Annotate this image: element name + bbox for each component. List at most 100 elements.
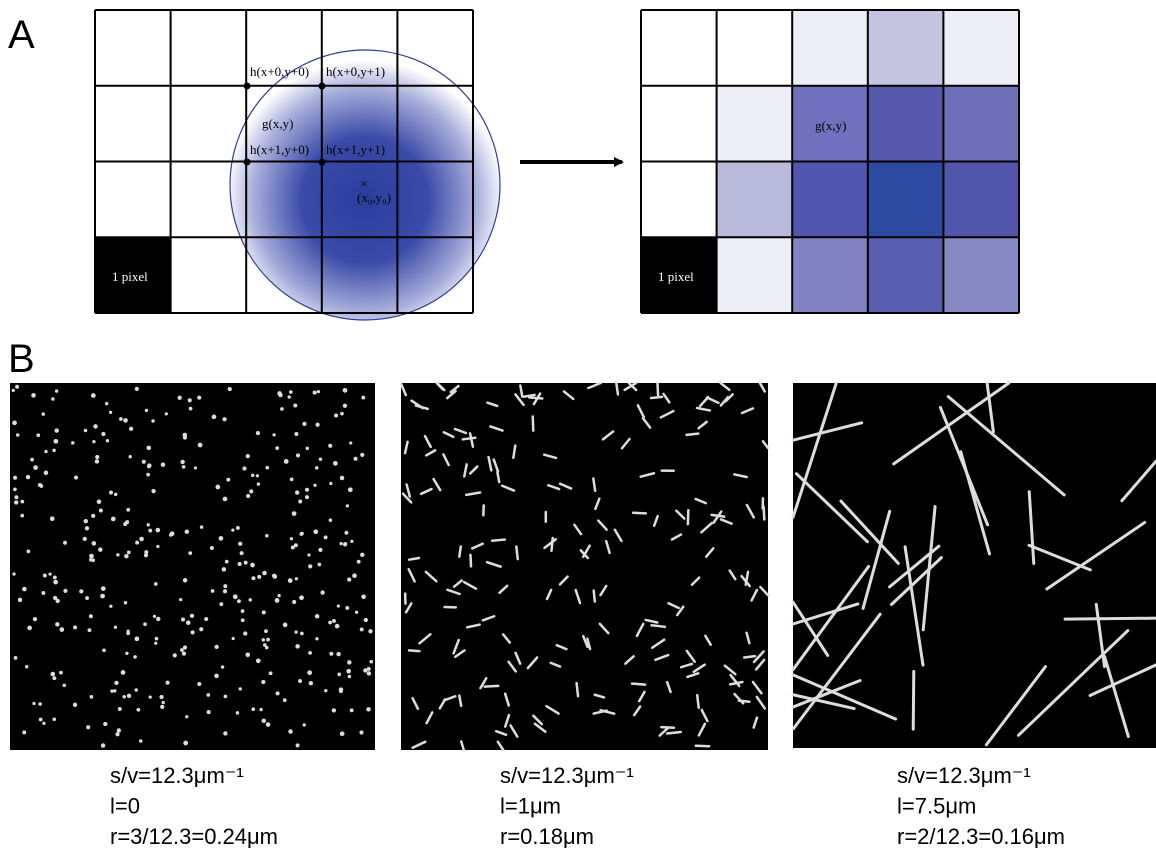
particle <box>85 526 89 530</box>
particle <box>294 432 298 436</box>
particle <box>142 460 146 464</box>
particle <box>215 645 219 649</box>
rod <box>470 555 471 566</box>
particle <box>52 449 55 452</box>
particle <box>343 404 347 408</box>
particle <box>246 454 250 458</box>
particle <box>320 590 324 594</box>
particle <box>179 598 182 601</box>
particle <box>210 546 214 550</box>
particle <box>222 567 227 572</box>
particle <box>126 508 130 512</box>
particle <box>238 562 242 566</box>
rod <box>577 683 578 696</box>
particle <box>360 453 364 457</box>
particle <box>16 433 20 437</box>
particle <box>199 627 203 631</box>
particle <box>185 529 190 534</box>
particle <box>151 419 154 422</box>
particle <box>241 609 245 613</box>
particle <box>197 396 201 400</box>
particle <box>14 500 18 504</box>
particle <box>194 466 197 469</box>
particle <box>133 655 137 659</box>
particle <box>284 459 289 464</box>
particle <box>333 461 338 466</box>
particle <box>308 564 312 568</box>
grid-label: h(x+1,y+1) <box>326 142 385 157</box>
particle <box>324 535 328 539</box>
particle <box>346 504 349 507</box>
pixel-cell <box>717 10 793 86</box>
particle <box>344 531 348 535</box>
particle <box>32 702 35 705</box>
rod <box>459 547 460 557</box>
particle <box>264 629 268 633</box>
particle <box>352 573 357 578</box>
particle <box>36 433 40 437</box>
particle <box>363 668 367 672</box>
particle <box>329 652 333 656</box>
particle <box>99 509 103 513</box>
simulated-image <box>10 383 375 750</box>
particle <box>119 417 123 421</box>
particle <box>236 711 239 714</box>
particle <box>182 651 186 655</box>
rod <box>744 656 755 657</box>
particle <box>12 420 17 425</box>
particle <box>280 407 284 411</box>
particle <box>60 627 65 632</box>
particle <box>340 731 345 736</box>
caption-line: s/v=12.3μm⁻¹ <box>500 763 634 788</box>
particle <box>340 476 344 480</box>
rod <box>661 727 674 728</box>
particle <box>90 695 94 699</box>
particle <box>328 444 332 448</box>
caption-line: l=1μm <box>500 794 561 819</box>
particle <box>84 519 88 523</box>
particle <box>329 518 333 522</box>
rod <box>913 671 914 729</box>
particle <box>22 587 27 592</box>
image-background <box>10 383 375 750</box>
particle <box>357 560 361 564</box>
particle <box>114 626 117 629</box>
particle <box>55 622 59 626</box>
particle <box>183 741 188 746</box>
particle <box>198 443 203 448</box>
particle <box>250 563 255 568</box>
rod <box>1065 618 1156 619</box>
pixel-cell <box>943 162 1019 238</box>
particle <box>55 599 59 603</box>
particle <box>337 673 341 677</box>
particle <box>296 453 300 457</box>
pixel-cell <box>641 10 717 86</box>
particle <box>246 494 250 498</box>
caption-line: r=3/12.3=0.24μm <box>110 824 278 849</box>
particle <box>111 517 116 522</box>
particle <box>315 466 318 469</box>
particle <box>335 624 340 629</box>
particle <box>343 388 348 393</box>
particle <box>239 687 242 690</box>
particle <box>42 722 45 725</box>
particle <box>251 707 255 711</box>
particle <box>89 614 93 618</box>
particle <box>134 688 137 691</box>
particle <box>74 476 78 480</box>
particle <box>265 466 269 470</box>
particle <box>332 708 336 712</box>
rod <box>492 540 505 541</box>
particle <box>296 743 300 747</box>
particle <box>14 495 18 499</box>
particle <box>288 395 291 398</box>
particle <box>354 457 358 461</box>
particle <box>289 390 293 394</box>
particle <box>54 428 58 432</box>
particle <box>347 578 351 582</box>
pixel-cell <box>717 162 793 238</box>
particle <box>283 623 288 628</box>
particle <box>317 390 320 393</box>
particle <box>339 689 343 693</box>
particle <box>364 618 368 622</box>
